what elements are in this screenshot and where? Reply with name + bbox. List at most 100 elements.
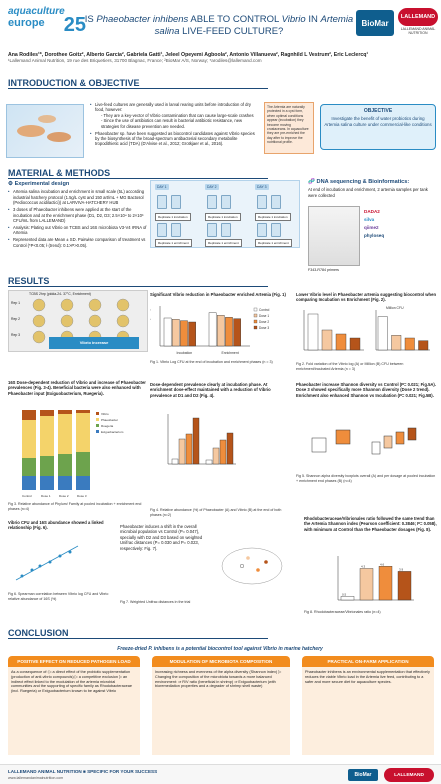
fig4-bar — [192, 417, 200, 465]
conclusion-tagline: Freeze-dried P. inhibens is a potential … — [117, 646, 323, 652]
replicate-enrichment-label: Replicate 1 enrichment — [255, 239, 292, 247]
lallemand-logo: LALLEMAND LALLEMAND ANIMAL NUTRITION — [398, 8, 438, 38]
fig4-heading: Dose-dependent prevalence clearly at inc… — [150, 382, 271, 398]
objective-body: Investigate the benefit of water probiot… — [324, 116, 432, 127]
methods-section-title: MATERIAL & METHODS — [8, 168, 268, 179]
conclusion-section-title: CONCLUSION — [8, 628, 268, 639]
svg-text:Exiguobacterium: Exiguobacterium — [101, 430, 124, 434]
tcbs-plates-image: TCBS 2hrp (pidda-24- 37°C, Enrichment) R… — [8, 290, 148, 352]
fig8-bar — [378, 566, 393, 601]
fig1-x-tick: Enrichment — [222, 351, 239, 355]
fig1-bar — [225, 317, 233, 347]
fig7-pcoa — [221, 547, 283, 585]
fig8-data-label: 4.3 — [361, 564, 366, 568]
fig4-bar — [171, 458, 179, 465]
fig2-chart: Million CFU — [303, 306, 430, 351]
svg-text:Dose 3: Dose 3 — [77, 494, 87, 498]
tank-icon — [157, 195, 167, 209]
footer-url: www.lallemandanimalnutrition.com — [8, 776, 64, 780]
tank-icon — [221, 223, 231, 237]
fig5-heading: Phaeobacter increase Shannon diversity v… — [296, 382, 436, 398]
fig2-panel-a-bar — [335, 333, 347, 351]
replicate-incubation-label: Replicate 1 incubation — [255, 213, 291, 221]
fig3-stacked-chart: Vibrio Phaeobacter Ruegeria Exiguobacter… — [22, 410, 124, 498]
poster-header: aquaculture europe 25 IS Phaeobacter inh… — [0, 0, 441, 72]
tank-icon — [221, 195, 231, 209]
poster-title: IS Phaeobacter inhibens ABLE TO CONTROL … — [84, 14, 354, 37]
fig3-heading: 16S Dose-dependent reduction of Vibrio a… — [8, 380, 146, 396]
fig6-caption: Fig 6. Spearman correlation between Vibr… — [8, 592, 109, 601]
fig1-legend-swatch — [253, 319, 258, 324]
tank-icon — [171, 195, 181, 209]
primer-label: F343-R784 primers — [308, 268, 339, 272]
fig2-caption: Fig 2. Fold variation of the Vibrio log … — [296, 362, 404, 371]
fig2-bar — [418, 340, 429, 351]
qiime2-logo: qiime2 — [364, 225, 379, 230]
day-1-label: DAY 1 — [155, 184, 169, 190]
fig1-legend-swatch — [253, 307, 258, 312]
fig2-bar — [391, 335, 402, 351]
conclusion-box-1-body: As a consequence of: ▷ a direct effect o… — [8, 667, 140, 755]
dada2-logo: DADA2 — [364, 209, 380, 214]
fig1-bar — [180, 320, 188, 347]
fig2-panel-a-bar — [349, 337, 361, 351]
fig2-bar — [404, 337, 415, 351]
fig8-data-label: 3.9 — [399, 567, 404, 571]
author-block: Ana Rodiles¹*, Dorothee Goitz², Alberto … — [8, 52, 433, 64]
fig2-panel-a-bar — [307, 313, 319, 351]
fig1-heading: Significant Vibrio reduction in Phaeobac… — [150, 292, 286, 297]
fig8-data-label: 0.5 — [342, 592, 347, 596]
replicate-enrichment-label: Replicate 1 enrichment — [205, 239, 242, 247]
conclusion-box-3: PRACTICAL ON-FARM APPLICATION Phaeobacte… — [302, 656, 434, 755]
fig2-bar — [377, 316, 388, 351]
conclusion-box-1: POSITIVE EFFECT ON REDUCED PATHOGEN LOAD… — [8, 656, 140, 755]
fig1-chart: Incubation Enrichment Control Dose 1 Dose 2 D… — [150, 306, 270, 355]
fig7-heading: Phaeobacter induces a shift in the overa… — [120, 524, 203, 551]
fig4-chart — [167, 414, 236, 465]
svg-text:Dose 1: Dose 1 — [41, 494, 51, 498]
author-names: Ana Rodiles¹*, Dorothee Goitz², Alberto … — [8, 52, 369, 58]
fig6-scatter — [15, 545, 79, 581]
stacked-bars — [22, 410, 90, 490]
fig1-caption: Fig 1. Vibrio Log CFU at the end of incu… — [150, 360, 273, 364]
tank-icon — [207, 195, 217, 209]
svg-text:Control: Control — [22, 494, 32, 498]
conclusion-box-2-heading: MODULATION OF MICROBIOTA COMPOSITION — [152, 656, 290, 667]
fig1-bar — [163, 317, 172, 347]
fig1-legend-label: Dose 3 — [259, 326, 269, 330]
gear-icon: ⚙ — [8, 181, 14, 187]
fig5-boxplots — [311, 427, 417, 455]
fig1-bar — [233, 318, 241, 347]
svg-text:Vibrio: Vibrio — [101, 412, 109, 416]
tank-icon — [157, 223, 167, 237]
tank-icon — [271, 223, 281, 237]
fig8-bar — [397, 571, 412, 601]
conference-logo-year: 25 — [63, 14, 86, 36]
svg-text:Ruegeria: Ruegeria — [101, 424, 114, 428]
fig4-bar — [178, 438, 186, 465]
tank-icon — [257, 223, 267, 237]
author-affiliations: ¹Lallemand Animal Nutrition, 19 rue des … — [8, 58, 262, 63]
tank-icon — [257, 195, 267, 209]
tank-icon — [271, 195, 281, 209]
day-3-label: DAY 3 — [255, 184, 269, 190]
intro-section-title: INTRODUCTION & OBJECTIVE — [8, 78, 268, 89]
fig6-heading: Vibrio CFU and 16S abundance showed a li… — [8, 520, 104, 531]
fig8-chart: 0.5 4.3 4.6 3.9 — [337, 556, 414, 601]
fig4-caption: Fig 4. Relative abundance (%) of Phaeoba… — [150, 508, 282, 517]
fig1-bar — [216, 315, 225, 347]
experimental-design-diagram: DAY 1 DAY 2 DAY 3 Replicate 1 incubation… — [150, 180, 300, 248]
fig8-bar — [359, 568, 374, 601]
fig2-heading: Lower Vibrio level in Phaeobacter artemi… — [296, 292, 437, 303]
conclusion-box-3-body: Phaeobacter inhibens is an environmental… — [302, 667, 434, 755]
fig3-caption: Fig 3. Relative abundance of Phylum/ Fam… — [8, 502, 142, 511]
method-bullet-3: Analysis: Plating out Vibrio on TCBS and… — [8, 225, 148, 236]
footer-biomar-logo: BioMar — [348, 769, 378, 781]
biomar-logo: BioMar — [356, 10, 394, 36]
footer-brand: LALLEMAND ANIMAL NUTRITION ■ SPECIFIC FO… — [8, 769, 158, 774]
fig1-legend-swatch — [253, 313, 258, 318]
intro-bullet-2: Phaeobacter sp. have been suggested as b… — [90, 131, 260, 147]
conference-logo: aquaculture europe 25 — [8, 6, 86, 46]
conference-logo-line2: europe — [8, 17, 45, 29]
method-bullet-1: Artemia salina incubation and enrichment… — [8, 189, 148, 205]
